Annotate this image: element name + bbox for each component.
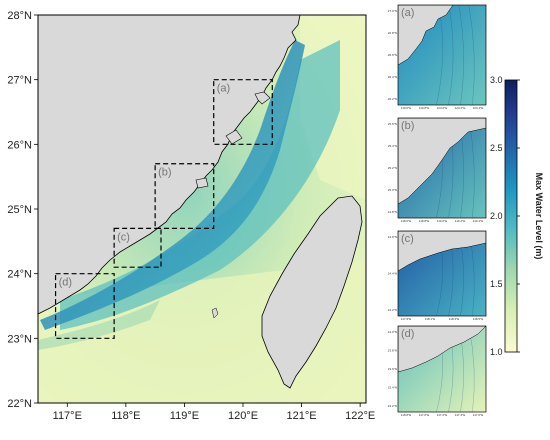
inset-lon-tick: 116.8°E [401,413,412,417]
inset-lat-tick: 25.6°N [388,122,397,126]
lat-tick-label: 25°N [7,204,32,216]
inset-box-label-d: (d) [59,277,72,289]
inset-land [398,231,486,272]
lon-tick-label: 117°E [53,410,82,422]
inset-lon-tick: 118.5°E [473,317,484,321]
inset-contour [448,5,454,105]
inset-lat-tick: 25.0°N [388,188,397,192]
longitude-axis: 117°E 118°E 119°E 120°E 121°E 122°E [53,403,375,422]
lon-tick-label: 120°E [228,410,258,422]
inset-frame [397,325,487,413]
inset-boxes: (a) (b) (c) (d) [54,79,273,339]
colorbar-title: Max Water Level (m) [534,173,544,260]
inset-lat-tick: 26.6°N [388,53,397,57]
colorbar: 3.0 2.5 2.0 1.5 1.0 Max Water Level (m) [490,75,544,357]
island-coast-1 [254,91,271,105]
inset-lat-tick: 24.2°N [388,308,397,312]
lon-tick-label: 119°E [170,410,199,422]
inset-land [398,326,486,373]
lat-tick-label: 23°N [7,333,32,345]
inset-lon-tick: 120.0°E [437,106,448,110]
inset-frame [397,4,487,106]
inset-contour [458,5,464,105]
inset-lon-tick: 118.6°E [401,219,412,223]
inset-box-c [113,227,162,268]
inset-box-a [213,79,273,145]
inset-lon-tick: 119.8°E [419,106,430,110]
inset-lon-tick: 118.3°E [449,317,460,321]
inset-lat-tick: 24.6°N [388,235,397,239]
inset-land [398,5,454,66]
inset-lat-tick: 24.8°N [388,210,397,214]
inset-box-label-b: (b) [158,167,171,179]
inset-lon-tick: 117.4°E [455,413,466,417]
inset-lat-tick: 25.2°N [388,166,397,170]
inset-label: (d) [401,328,414,340]
inset-lon-tick: 118.8°E [419,219,430,223]
lat-tick-label: 28°N [7,10,32,22]
lon-tick-label: 118°E [111,410,140,422]
sea-southwest-band [38,300,160,350]
inset-lat-tick: 27.0°N [388,9,397,13]
inset-lon-tick: 118.1°E [425,317,436,321]
inset-lat-tick: 26.4°N [388,75,397,79]
inset-label: (b) [401,120,414,132]
inset-label: (c) [401,233,414,245]
penghu-island [211,307,219,319]
inset-lon-tick: 119.6°E [401,106,412,110]
inset-lat-tick: 23.6°N [388,367,397,371]
inset-panels: (a) 27.0°N 26.8°N 26.6°N 26.4°N 26.2°N 119.6°E… [388,4,487,417]
inset-lat-tick: 24.4°N [388,272,397,276]
colorbar-scale [504,79,518,353]
colorbar-ticks: 3.0 2.5 2.0 1.5 1.0 [490,75,520,357]
lon-tick-label: 122°E [345,410,375,422]
inset-lon-tick: 117.0°E [419,413,430,417]
inset-lon-tick: 120.2°E [455,106,466,110]
lat-tick-label: 22°N [7,398,32,410]
lat-tick-label: 24°N [7,269,32,281]
main-map [38,15,366,403]
inset-lon-tick: 119.0°E [437,219,448,223]
inset-lon-tick: 117.9°E [401,317,412,321]
sea-coastal-band [40,40,305,330]
inset-panel-c: (c) 24.6°N 24.4°N 24.2°N 117.9°E 118.1°E 118.3… [388,230,487,321]
lat-tick-label: 26°N [7,139,32,151]
inset-label: (a) [401,7,414,19]
lon-tick-label: 121°E [287,410,317,422]
inset-box-d [54,273,115,339]
inset-panel-a: (a) 27.0°N 26.8°N 26.6°N 26.4°N 26.2°N 119.6°E… [388,4,487,110]
inset-lat-tick: 26.2°N [388,97,397,101]
inset-lon-tick: 119.2°E [455,219,466,223]
inset-box-label-c: (c) [117,231,130,243]
inset-contour [468,5,475,105]
inset-lon-tick: 120.4°E [473,106,484,110]
colorbar-tick-label: 1.5 [490,279,503,289]
inset-panel-b: (b) 25.6°N 25.4°N 25.2°N 25.0°N 24.8°N 118.6°E… [388,117,487,223]
island-coast-3 [195,177,209,189]
inset-lon-tick: 117.6°E [473,413,484,417]
inset-panel-d: (d) 24.0°N 23.8°N 23.6°N 23.4°N 23.2°N 116.8°E… [388,325,487,417]
colorbar-tick-label: 2.5 [490,143,503,153]
inset-lat-tick: 24.0°N [388,330,397,334]
latitude-axis: 28°N 27°N 26°N 25°N 24°N 23°N 22°N [7,10,38,410]
island-coast-2 [225,129,243,145]
colorbar-tick-label: 3.0 [490,75,503,85]
colorbar-tick-label: 1.0 [490,347,503,357]
inset-lon-tick: 119.4°E [473,219,484,223]
inset-box-b [154,163,215,230]
lat-tick-label: 27°N [7,75,32,87]
inset-frame [397,230,487,317]
inset-lat-tick: 23.2°N [388,404,397,408]
inset-lat-tick: 26.8°N [388,31,397,35]
inset-lat-tick: 23.4°N [388,386,397,390]
inset-lat-tick: 23.8°N [388,349,397,353]
taiwan-island [261,195,363,389]
inset-lon-tick: 117.2°E [437,413,448,417]
colorbar-tick-label: 2.0 [490,211,503,221]
inset-box-label-a: (a) [217,83,230,95]
inset-frame [397,117,487,219]
inset-land [398,118,486,205]
inset-lat-tick: 25.4°N [388,144,397,148]
